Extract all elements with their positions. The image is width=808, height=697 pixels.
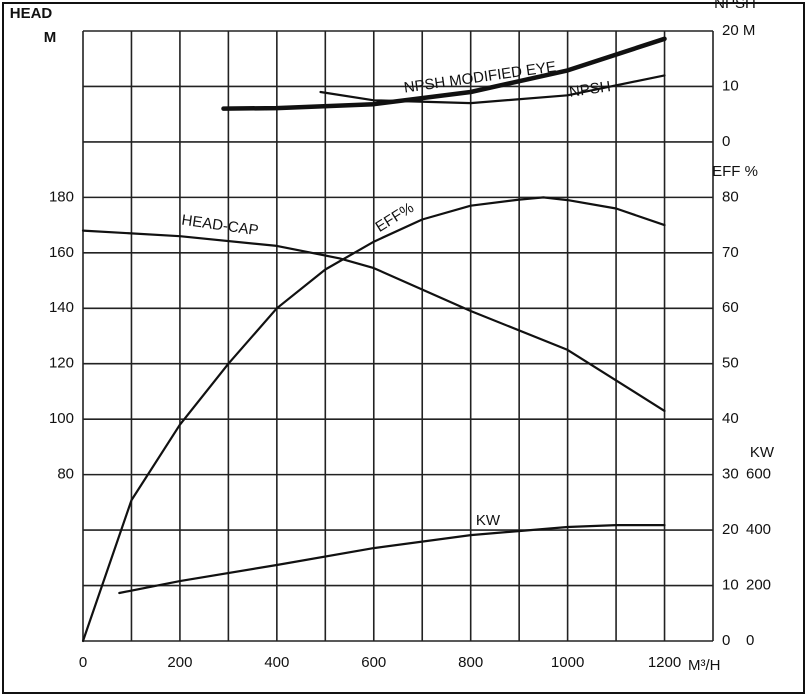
series-line (319, 74, 666, 105)
y-tick-label: 60 (722, 299, 739, 316)
y-tick-label: 10 (722, 577, 739, 594)
x-tick-label: 1000 (551, 654, 584, 671)
y-tick-label: 120 (49, 355, 74, 372)
y-tick-label: 80 (57, 466, 74, 483)
y-tick-label: 0 (722, 133, 730, 150)
y-axis-label: HEAD (10, 5, 53, 22)
y-tick-label: 30 (722, 466, 739, 483)
y-tick-label: 40 (722, 410, 739, 427)
y-tick-label: 20 (722, 521, 739, 538)
y-tick-label: 70 (722, 244, 739, 261)
y-tick-label: 180 (49, 188, 74, 205)
y-tick-label: 600 (746, 466, 771, 483)
x-tick-label: 600 (361, 654, 386, 671)
y-tick-label: 0 (722, 632, 730, 649)
series-line (118, 524, 666, 595)
x-tick-label: 0 (79, 654, 87, 671)
y-tick-label: 80 (722, 188, 739, 205)
y-axis-label: M (44, 29, 57, 46)
x-tick-label: 800 (458, 654, 483, 671)
x-tick-label: 1200 (648, 654, 681, 671)
series-line (81, 229, 666, 412)
y-tick-label: 0 (746, 632, 754, 649)
series-label: HEAD-CAP (181, 212, 260, 240)
y-tick-label: 160 (49, 244, 74, 261)
y-tick-label: 100 (49, 410, 74, 427)
series-label: KW (476, 512, 501, 529)
y3-axis-label: KW (750, 444, 775, 461)
y-tick-label: 140 (49, 299, 74, 316)
series-line (81, 196, 666, 643)
x-axis-label: M³/H (688, 657, 721, 674)
y2-axis-label: EFF % (712, 163, 758, 180)
y-tick-label: 10 (722, 77, 739, 94)
series-label: EFF% (373, 199, 417, 235)
y-tick-label: 50 (722, 355, 739, 372)
y-tick-label: 200 (746, 577, 771, 594)
y-tick-label: 20 M (722, 22, 755, 39)
series-label: NPSH (568, 78, 612, 101)
x-tick-label: 200 (167, 654, 192, 671)
y-tick-label: 400 (746, 521, 771, 538)
y4-axis-label: NPSH (714, 0, 756, 12)
series-line (221, 36, 667, 111)
x-tick-label: 400 (264, 654, 289, 671)
